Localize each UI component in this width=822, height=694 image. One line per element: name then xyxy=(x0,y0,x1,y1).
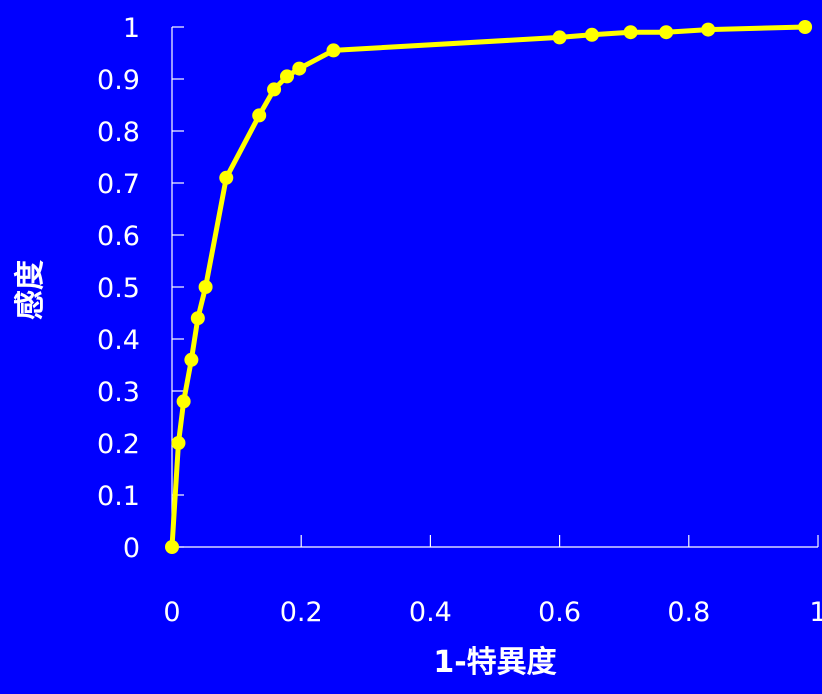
y-tick-label: 0.9 xyxy=(97,65,140,96)
y-tick-label: 0.7 xyxy=(97,169,140,200)
x-tick-label: 0.4 xyxy=(409,597,452,628)
data-point xyxy=(171,436,186,450)
data-point xyxy=(798,20,813,34)
y-tick-label: 1 xyxy=(123,13,140,44)
x-tick-label: 0.8 xyxy=(667,597,710,628)
series-line xyxy=(169,24,808,550)
data-point xyxy=(190,311,205,326)
data-point xyxy=(701,22,716,37)
data-point xyxy=(219,170,234,185)
y-tick-label: 0.2 xyxy=(97,429,140,460)
data-point xyxy=(552,30,567,45)
x-tick-label: 0.2 xyxy=(280,597,323,628)
y-tick-label: 0 xyxy=(123,533,140,564)
x-tick-label: 0.6 xyxy=(538,597,581,628)
data-point xyxy=(326,43,341,58)
data-point xyxy=(165,540,179,554)
data-point xyxy=(176,394,191,409)
data-point xyxy=(252,108,267,123)
y-tick-label: 0.4 xyxy=(97,325,140,356)
data-point xyxy=(659,25,674,40)
axes: 0 0.1 0.2 0.3 0.4 0.5 0.6 0.7 0.8 0.9 1 0 0.2 0.4 0.6 0… xyxy=(97,13,822,628)
y-tick-label: 0.5 xyxy=(97,273,140,304)
y-tick-label: 0.6 xyxy=(97,221,140,252)
data-point xyxy=(292,61,307,76)
data-point xyxy=(279,69,294,84)
series-layer xyxy=(165,20,813,554)
data-point xyxy=(267,82,282,97)
x-axis-title: 1-特異度 xyxy=(433,645,556,680)
data-point xyxy=(198,280,213,294)
x-tick-label: 0 xyxy=(163,597,180,628)
y-tick-label: 0.3 xyxy=(97,377,140,408)
x-tick-label: 1 xyxy=(809,597,822,628)
y-axis-title: 感度 xyxy=(13,260,48,320)
data-point xyxy=(584,27,599,42)
data-point xyxy=(184,352,199,367)
y-tick-label: 0.8 xyxy=(97,117,140,148)
y-tick-label: 0.1 xyxy=(97,481,140,512)
data-point xyxy=(623,25,638,40)
